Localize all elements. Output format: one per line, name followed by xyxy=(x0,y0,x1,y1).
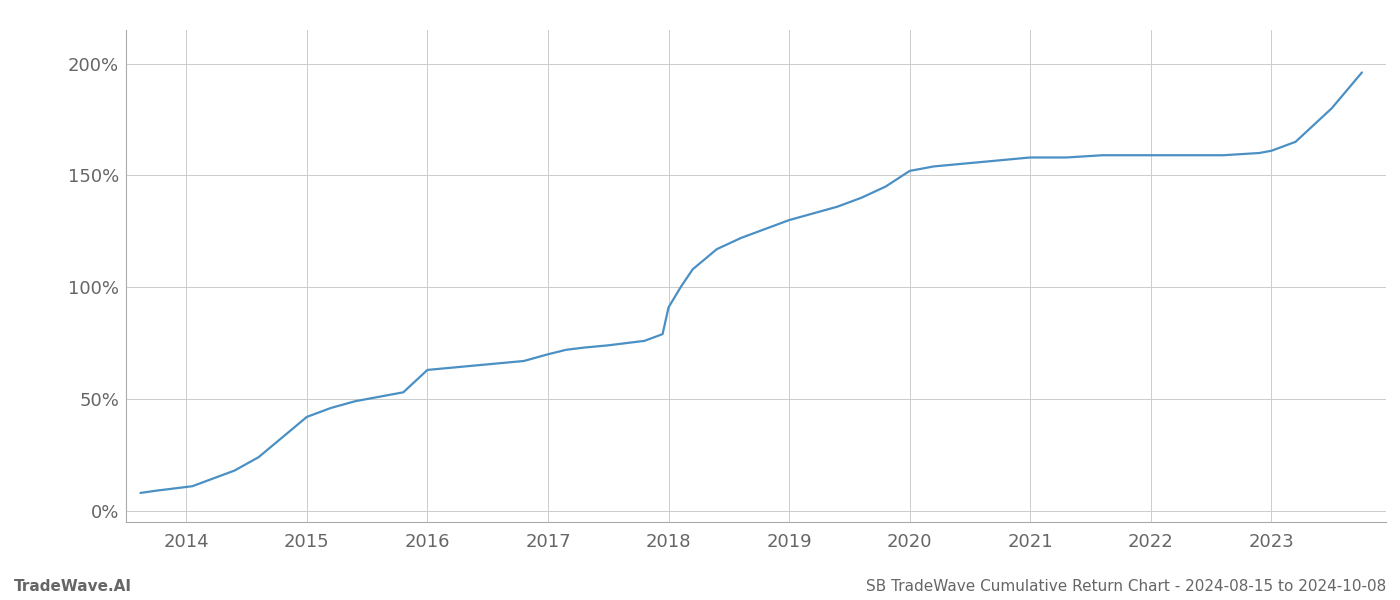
Text: TradeWave.AI: TradeWave.AI xyxy=(14,579,132,594)
Text: SB TradeWave Cumulative Return Chart - 2024-08-15 to 2024-10-08: SB TradeWave Cumulative Return Chart - 2… xyxy=(865,579,1386,594)
